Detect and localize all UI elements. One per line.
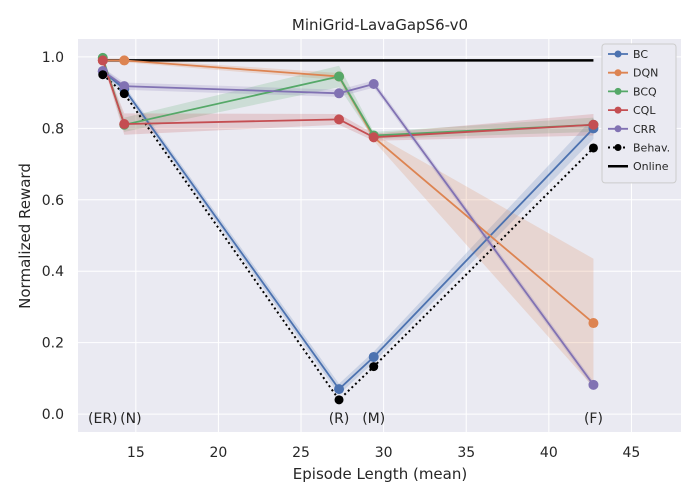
x-tick-label: 20 bbox=[210, 445, 228, 461]
grid bbox=[78, 39, 681, 432]
legend-marker bbox=[614, 144, 622, 151]
legend-marker bbox=[614, 106, 622, 114]
band-bcq bbox=[102, 56, 594, 140]
x-tick-label: 25 bbox=[292, 445, 310, 461]
point-dqn bbox=[119, 55, 130, 66]
legend-label: Online bbox=[633, 160, 669, 173]
legend: BC DQN BCQ CQL CRR Behav. Online bbox=[601, 43, 677, 184]
legend-label: CQL bbox=[633, 104, 656, 117]
point-dqn bbox=[588, 318, 599, 329]
y-tick-label: 0.4 bbox=[42, 264, 64, 280]
point-cql bbox=[97, 55, 108, 66]
point-behavior bbox=[98, 70, 108, 80]
series-lines bbox=[97, 52, 599, 405]
legend-label: Behav. bbox=[633, 142, 670, 155]
legend-marker bbox=[614, 87, 622, 95]
legend-marker bbox=[614, 125, 622, 133]
y-axis-title: Normalized Reward bbox=[16, 163, 34, 309]
annotation-label: (ER) bbox=[88, 411, 118, 427]
legend-label: BCQ bbox=[633, 85, 657, 98]
point-cql bbox=[119, 119, 130, 130]
point-crr bbox=[119, 81, 130, 92]
annotation-label: (F) bbox=[584, 411, 603, 427]
stage-annotations: (ER) (N) (R) (M) (F) bbox=[88, 411, 603, 427]
tick-labels: 15 20 25 30 35 40 45 0.0 0.2 0.4 0.6 0.8 1.0 bbox=[42, 50, 641, 461]
point-behavior bbox=[369, 362, 379, 372]
x-tick-label: 35 bbox=[457, 445, 475, 461]
y-tick-label: 0.8 bbox=[42, 121, 64, 137]
x-tick-label: 15 bbox=[127, 445, 145, 461]
point-behavior bbox=[334, 395, 344, 405]
chart-title: MiniGrid-LavaGapS6-v0 bbox=[292, 16, 468, 34]
point-crr bbox=[368, 79, 379, 90]
point-behavior bbox=[119, 89, 129, 99]
point-crr bbox=[588, 379, 599, 390]
annotation-label: (M) bbox=[362, 411, 385, 427]
annotation-label: (R) bbox=[329, 411, 350, 427]
x-tick-label: 40 bbox=[540, 445, 558, 461]
legend-marker bbox=[614, 69, 622, 77]
band-cql bbox=[102, 58, 594, 141]
y-tick-label: 1.0 bbox=[42, 50, 64, 66]
y-tick-label: 0.6 bbox=[42, 193, 64, 209]
band-dqn bbox=[102, 58, 594, 388]
legend-label: DQN bbox=[633, 67, 658, 80]
point-cql bbox=[334, 114, 345, 125]
point-bcq bbox=[334, 71, 345, 82]
point-cql bbox=[588, 119, 599, 130]
x-tick-label: 30 bbox=[375, 445, 393, 461]
point-bc bbox=[368, 351, 379, 362]
y-tick-label: 0.0 bbox=[42, 407, 64, 423]
x-tick-label: 45 bbox=[623, 445, 641, 461]
legend-label: CRR bbox=[633, 123, 656, 136]
x-axis-title: Episode Length (mean) bbox=[293, 465, 467, 483]
annotation-label: (N) bbox=[120, 411, 141, 427]
point-cql bbox=[368, 132, 379, 143]
point-bc bbox=[334, 384, 345, 395]
point-crr bbox=[334, 88, 345, 99]
legend-label: BC bbox=[633, 48, 648, 61]
y-tick-label: 0.2 bbox=[42, 336, 64, 352]
point-behavior bbox=[588, 143, 598, 153]
legend-marker bbox=[614, 50, 622, 58]
